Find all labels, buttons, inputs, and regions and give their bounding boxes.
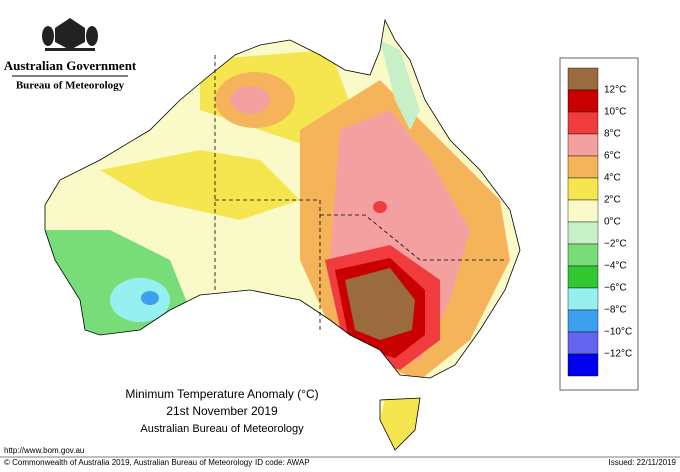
legend-swatch <box>567 111 599 135</box>
footer-issued: Issued: 22/11/2019 <box>609 458 677 467</box>
legend-swatch <box>567 331 599 355</box>
map-title: Minimum Temperature Anomaly (°C) <box>125 387 318 401</box>
legend-swatch <box>567 309 599 333</box>
legend-swatch <box>567 221 599 245</box>
legend-swatch <box>567 243 599 267</box>
legend-label: 0°C <box>604 217 621 228</box>
legend-label: −8°C <box>604 305 627 316</box>
legend-label: −12°C <box>604 349 632 360</box>
agency-name: Bureau of Meteorology <box>16 80 125 92</box>
legend-swatch <box>567 265 599 289</box>
map-source: Australian Bureau of Meteorology <box>140 423 304 435</box>
legend-swatch <box>567 89 599 113</box>
state-borders <box>214 55 505 330</box>
legend-label: 12°C <box>604 85 626 96</box>
legend: 12°C 10°C 8°C 6°C 4°C 2°C 0°C −2°C −4°C −6°C −8°C −… <box>559 57 639 391</box>
legend-swatch <box>567 353 599 377</box>
coat-of-arms <box>42 18 98 51</box>
legend-swatch <box>567 155 599 179</box>
legend-label: 6°C <box>604 151 621 162</box>
legend-label: 2°C <box>604 195 621 206</box>
legend-swatch <box>567 177 599 201</box>
legend-label: −10°C <box>604 327 632 338</box>
legend-swatch <box>567 67 599 91</box>
footer-url: http://www.bom.gov.au <box>4 446 84 455</box>
coastline <box>44 18 521 451</box>
legend-label: −2°C <box>604 239 627 250</box>
legend-label: 8°C <box>604 129 621 140</box>
legend-label: −6°C <box>604 283 627 294</box>
footer-copyright: © Commonwealth of Australia 2019, Austra… <box>4 458 252 467</box>
legend-label: 10°C <box>604 107 626 118</box>
legend-swatch <box>567 133 599 157</box>
legend-swatch <box>567 287 599 311</box>
legend-label: −4°C <box>604 261 627 272</box>
legend-swatch <box>567 199 599 223</box>
legend-label: 4°C <box>604 173 621 184</box>
map-date: 21st November 2019 <box>166 404 278 418</box>
government-name: Australian Government <box>4 58 137 73</box>
footer-id-code: ID code: AWAP <box>255 458 310 467</box>
